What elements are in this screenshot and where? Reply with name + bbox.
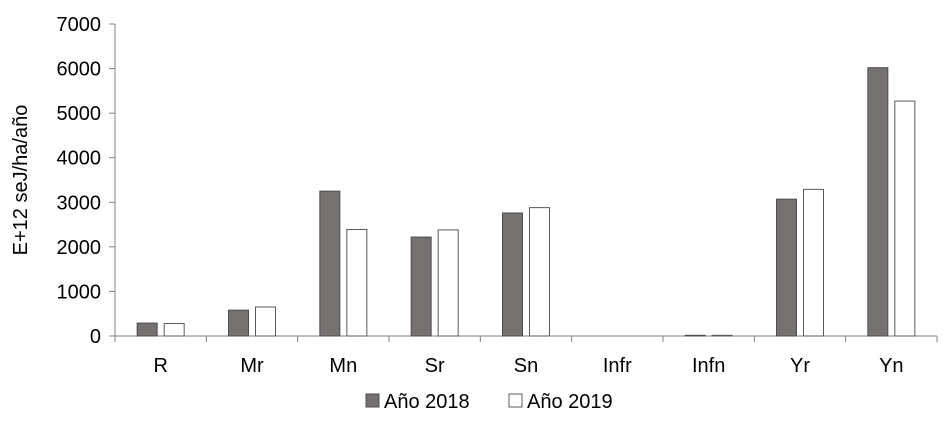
bar-2018-r [136, 322, 158, 337]
bar-2019-infn [711, 334, 733, 337]
x-tick-label-r: R [153, 355, 167, 377]
x-tick-label-mn: Mn [329, 355, 357, 377]
y-tick-label: 3000 [57, 192, 102, 214]
legend-label-2019: Año 2019 [527, 391, 613, 413]
bar-2018-yn [867, 67, 889, 337]
legend-label-2018: Año 2018 [384, 391, 470, 413]
y-axis-title: E+12 seJ/ha/año [10, 105, 32, 256]
bar-2019-r [163, 323, 185, 337]
bar-2018-infn [684, 334, 706, 337]
x-tick-label-mr: Mr [240, 355, 264, 377]
x-tick-label-yn: Yn [879, 355, 903, 377]
bar-2018-sr [410, 236, 432, 337]
bar-2019-mr [255, 306, 276, 337]
x-tick-label-sr: Sr [425, 355, 445, 377]
bar-2019-sn [529, 207, 550, 337]
bar-2018-mn [319, 190, 341, 337]
y-tick-label: 0 [90, 326, 101, 348]
y-tick-label: 5000 [57, 103, 102, 125]
bar-2019-yn [894, 100, 916, 337]
legend-swatch-2018 [365, 393, 380, 408]
legend: Año 2018 Año 2019 [365, 391, 613, 413]
bar-2018-yr [776, 198, 797, 337]
y-tick-label: 4000 [57, 148, 102, 170]
y-axis: 0 1000 2000 3000 4000 5000 6000 7000 [57, 14, 116, 348]
x-axis: R Mr Mn Sr Sn Infr Infn Yr Yn [114, 335, 938, 377]
y-tick-label: 2000 [57, 237, 102, 259]
x-tick-label-infn: Infn [692, 355, 725, 377]
bar-2019-yr [803, 188, 824, 337]
bar-2018-sn [502, 212, 523, 337]
x-tick-label-infr: Infr [603, 355, 632, 377]
y-tick-label: 6000 [57, 59, 102, 81]
bar-2019-sr [437, 229, 459, 337]
bar-2019-mn [346, 228, 368, 337]
bar-2018-mr [228, 309, 249, 337]
y-tick-label: 1000 [57, 281, 102, 303]
x-tick-label-yr: Yr [790, 355, 810, 377]
y-tick-label: 7000 [57, 14, 102, 36]
bars [136, 67, 916, 337]
x-tick-label-sn: Sn [514, 355, 538, 377]
legend-swatch-2019 [508, 393, 523, 408]
